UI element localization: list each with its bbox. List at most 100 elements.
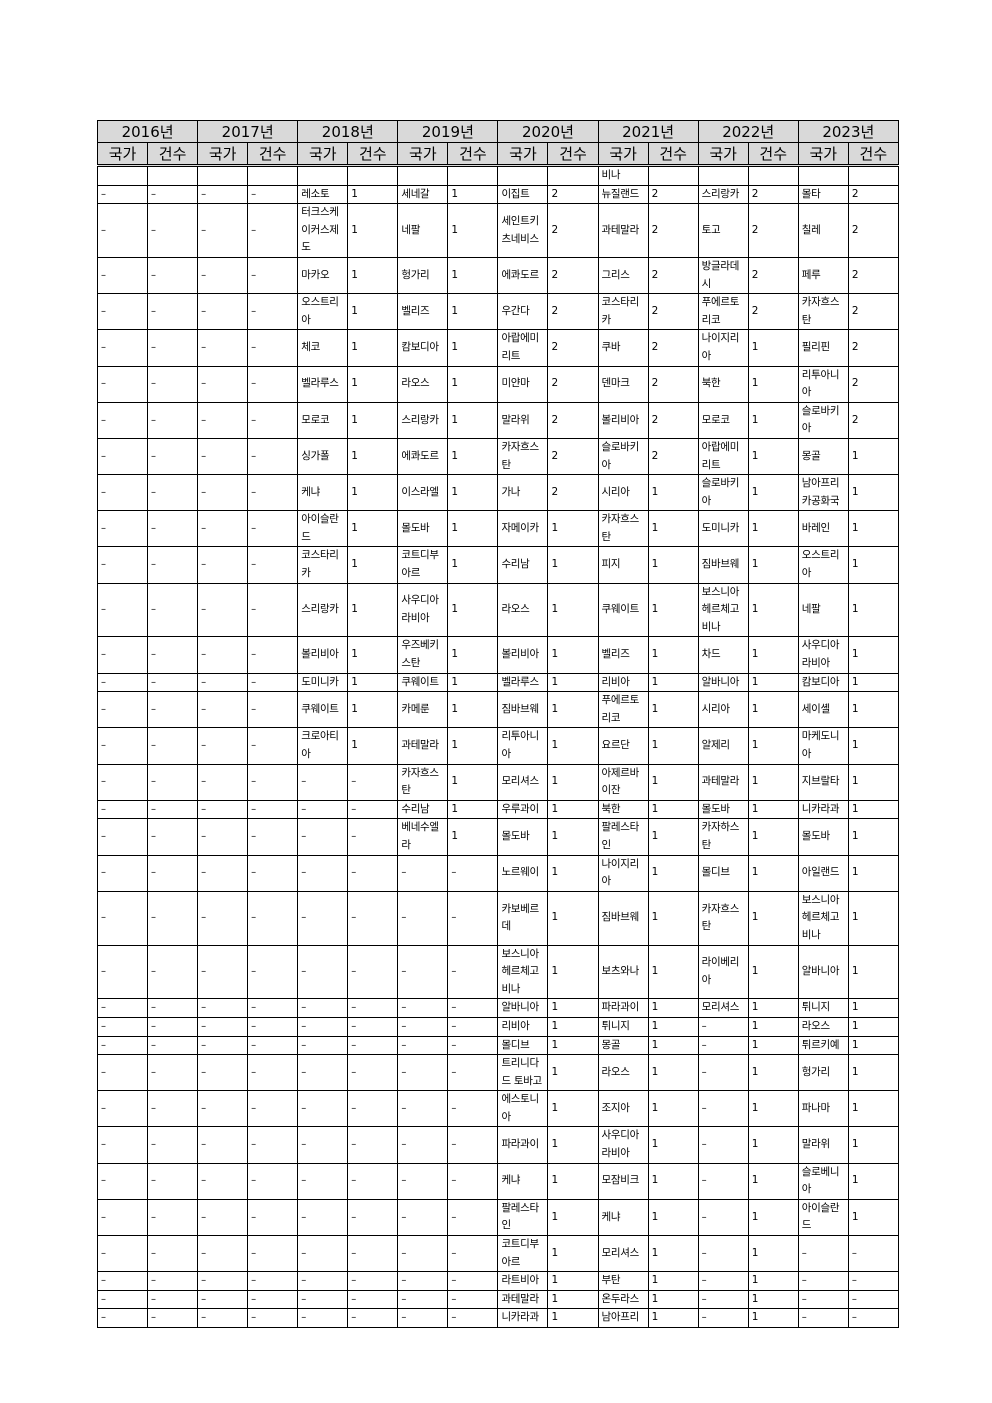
- country-cell: 슬로바키아: [797, 401, 849, 439]
- count-cell: 1: [347, 727, 399, 765]
- country-cell: 북한: [597, 799, 649, 820]
- country-cell: 노르웨이: [497, 854, 549, 892]
- country-cell: 에콰도르: [397, 437, 449, 476]
- count-cell: –: [447, 998, 499, 1018]
- year-header: 2022년: [697, 120, 799, 143]
- count-cell: 1: [547, 727, 599, 765]
- country-cell: 남아프리카공화국: [797, 474, 849, 512]
- table-row: – – – – 터크스케이커스제도 1 네팔 1 세인트키츠네비스 2 과테말라 2 토고 2 칠레 2: [96, 203, 899, 258]
- country-cell: –: [96, 1308, 149, 1328]
- country-cell: –: [697, 1162, 749, 1200]
- count-cell: 1: [547, 672, 599, 693]
- count-cell: 1: [747, 510, 799, 548]
- country-cell: –: [197, 546, 249, 584]
- count-cell: 1: [747, 1126, 799, 1164]
- count-cell: –: [147, 1162, 199, 1200]
- count-cell: 1: [647, 582, 699, 638]
- country-cell: –: [297, 1235, 349, 1273]
- count-cell: –: [147, 854, 199, 892]
- count-cell: 1: [747, 854, 799, 892]
- count-cell: –: [147, 1054, 199, 1092]
- country-cell: –: [96, 582, 149, 638]
- country-cell: 푸에르토리코: [697, 293, 749, 331]
- table-row: – – – – 오스트리아 1 벨리즈 1 우간다 2 코스타리카 2 푸에르토리코 2 카자흐스탄 2: [96, 293, 899, 331]
- country-cell: 덴마크: [597, 365, 649, 403]
- count-cell: 1: [547, 1016, 599, 1037]
- count-cell: 1: [747, 365, 799, 403]
- country-cell: 알바니아: [497, 998, 549, 1018]
- count-cell: –: [447, 1090, 499, 1128]
- table-row: – – – – – – – – 에스토니아 1 조지아 1–1 파나마 1: [96, 1090, 899, 1128]
- year-header: 2019년: [397, 120, 499, 143]
- country-cell: 푸에르토리코: [597, 691, 649, 729]
- year-header: 2016년: [96, 120, 199, 143]
- country-cell: 라트비아: [497, 1271, 549, 1291]
- count-cell: –: [247, 1289, 299, 1310]
- country-cell: –: [197, 293, 249, 331]
- count-cell: 1: [447, 763, 499, 801]
- country-cell: –: [197, 1035, 249, 1056]
- count-cell: 1: [647, 1271, 699, 1291]
- country-cell: 니카라과: [797, 799, 849, 820]
- sub-header-row: 국가 건수 국가 건수 국가 건수 국가 건수 국가 건수 국가 건수 국가 건수 국가 건수: [96, 142, 899, 167]
- country-cell: 몰타: [797, 184, 849, 205]
- country-cell: 쿠웨이트: [297, 691, 349, 729]
- count-cell: 1: [747, 691, 799, 729]
- country-cell: 튀니지: [797, 998, 849, 1018]
- count-cell: 1: [647, 636, 699, 674]
- count-cell: 1: [547, 799, 599, 820]
- count-cell: 1: [547, 510, 599, 548]
- country-cell: –: [297, 944, 349, 1000]
- country-cell: 짐바브웨: [697, 546, 749, 584]
- country-cell: 몽골: [797, 437, 849, 476]
- count-cell: –: [347, 1126, 399, 1164]
- table-row: – – – – 아이슬란드 1 몰도바 1 자메이카 1 카자흐스탄 1 도미니카 1 바레인 1: [96, 510, 899, 548]
- country-cell: –: [96, 474, 149, 512]
- count-cell: –: [147, 998, 199, 1018]
- count-cell: –: [347, 854, 399, 892]
- count-cell: –: [347, 1198, 399, 1237]
- country-header: 국가: [297, 142, 349, 167]
- country-cell: 세이셸: [797, 691, 849, 729]
- count-header: 건수: [847, 142, 899, 167]
- count-cell: –: [147, 763, 199, 801]
- count-cell: 2: [547, 256, 599, 295]
- country-cell: –: [96, 998, 149, 1018]
- country-cell: –: [297, 1198, 349, 1237]
- count-cell: 1: [547, 998, 599, 1018]
- count-cell: 1: [347, 293, 399, 331]
- country-cell: 과테말라: [597, 203, 649, 258]
- count-header: 건수: [547, 142, 599, 167]
- count-cell: 1: [847, 944, 899, 1000]
- country-cell: –: [197, 437, 249, 476]
- count-cell: 1: [347, 636, 399, 674]
- table-row: – – – – – – – – 케냐 1 모잠비크 1–1 슬로베니아 1: [96, 1162, 899, 1200]
- count-cell: –: [147, 365, 199, 403]
- country-cell: 네팔: [797, 582, 849, 638]
- count-cell: 1: [747, 1198, 799, 1237]
- count-cell: 2: [547, 365, 599, 403]
- table-row: – – – – – – – – 트리니다드 토바고 1 라오스 1–1 헝가리 1: [96, 1054, 899, 1092]
- country-cell: 몰도바: [397, 510, 449, 548]
- country-cell: 벨리즈: [397, 293, 449, 331]
- country-cell: –: [397, 854, 449, 892]
- count-cell: –: [247, 184, 299, 205]
- country-cell: 세인트키츠네비스: [497, 203, 549, 258]
- year-header: 2021년: [597, 120, 699, 143]
- country-cell: 보스니아헤르체고비나: [697, 582, 749, 638]
- country-cell: 모리셔스: [697, 998, 749, 1018]
- count-header: 건수: [147, 142, 199, 167]
- count-cell: –: [447, 1289, 499, 1310]
- count-cell: 1: [647, 854, 699, 892]
- country-cell: –: [297, 1035, 349, 1056]
- country-cell: –: [96, 401, 149, 439]
- country-cell: –: [96, 1198, 149, 1237]
- count-cell: 2: [547, 329, 599, 367]
- count-cell: 1: [847, 582, 899, 638]
- count-cell: –: [447, 944, 499, 1000]
- country-cell: –: [197, 998, 249, 1018]
- country-cell: –: [297, 763, 349, 801]
- count-cell: 1: [447, 691, 499, 729]
- year-header: 2023년: [797, 120, 899, 143]
- country-cell: [297, 165, 349, 186]
